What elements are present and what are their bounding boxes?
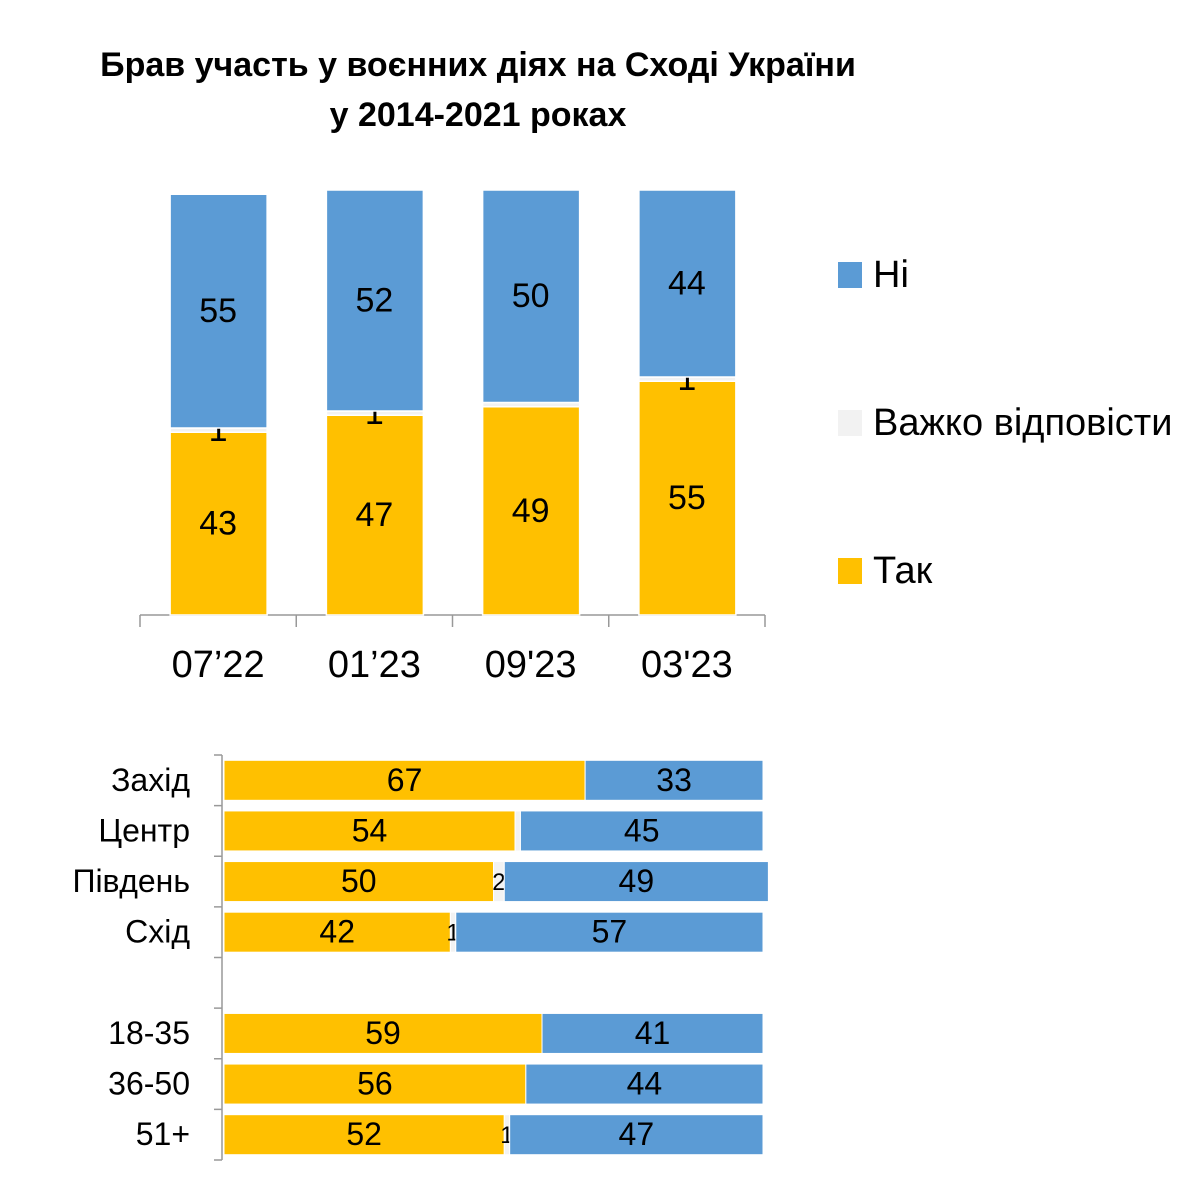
value-label: 44	[668, 264, 706, 302]
legend-label: Ні	[873, 254, 909, 296]
value-label: 45	[624, 812, 660, 848]
x-tick-label: 01’23	[328, 644, 421, 686]
value-label: 52	[346, 1116, 382, 1152]
legend-label: Важко відповісти	[873, 402, 1172, 444]
bar-segment	[638, 380, 737, 616]
legend-swatch	[838, 262, 862, 288]
value-label: 50	[512, 277, 550, 315]
value-label: 55	[199, 292, 237, 330]
bar-segment	[455, 911, 764, 953]
y-tick-label: Захід	[111, 762, 190, 798]
x-tick-label: 03'23	[641, 644, 733, 686]
y-tick-label: Південь	[72, 863, 190, 899]
bar-segment	[325, 189, 425, 412]
bar-segment	[481, 189, 581, 404]
value-label: 49	[512, 492, 550, 530]
bar-segment	[223, 1114, 505, 1156]
y-tick-label: 36-50	[108, 1066, 190, 1102]
value-label: 52	[355, 281, 393, 319]
x-tick-label: 09'23	[485, 644, 577, 686]
y-tick-label: 18-35	[108, 1015, 190, 1051]
bar-segment	[169, 193, 268, 429]
value-label: 44	[627, 1066, 663, 1102]
bar-segment	[223, 861, 494, 903]
bar-segment	[525, 1063, 764, 1105]
legend-swatch	[838, 558, 862, 584]
bar-segment	[584, 759, 764, 801]
y-tick-label: 51+	[136, 1116, 190, 1152]
bar-segment	[223, 1063, 527, 1105]
value-label: 57	[592, 914, 628, 950]
bar-segment	[169, 431, 268, 616]
y-tick-label: Схід	[125, 914, 190, 950]
value-label: 42	[319, 914, 355, 950]
x-tick-label: 07’22	[172, 644, 265, 686]
value-label: 33	[656, 762, 692, 798]
y-tick-label: Центр	[98, 812, 190, 848]
value-label: 50	[341, 863, 377, 899]
bar-segment	[223, 1012, 543, 1054]
bar-segment	[638, 189, 737, 378]
legend-label: Так	[873, 550, 933, 592]
value-label: 41	[635, 1015, 671, 1051]
chart-title: Брав участь у воєнних діях на Сході Укра…	[100, 46, 856, 84]
bar-segment	[514, 810, 521, 852]
value-label: 55	[668, 479, 706, 517]
value-label: 49	[619, 863, 655, 899]
bar-segment	[503, 861, 769, 903]
value-label: 67	[387, 762, 423, 798]
bar-segment	[519, 810, 764, 852]
bar-segment	[481, 406, 581, 616]
bar-segment	[223, 759, 586, 801]
value-label: 56	[357, 1066, 393, 1102]
value-label: 47	[355, 496, 393, 534]
value-label: 43	[199, 505, 237, 543]
chart-title: у 2014-2021 роках	[330, 96, 627, 134]
bar-segment	[509, 1114, 764, 1156]
value-label: 59	[365, 1015, 401, 1051]
value-label: 47	[619, 1116, 655, 1152]
value-label: 54	[352, 812, 388, 848]
legend-swatch	[838, 410, 862, 436]
bar-segment	[541, 1012, 764, 1054]
value-label: 2	[492, 869, 505, 896]
